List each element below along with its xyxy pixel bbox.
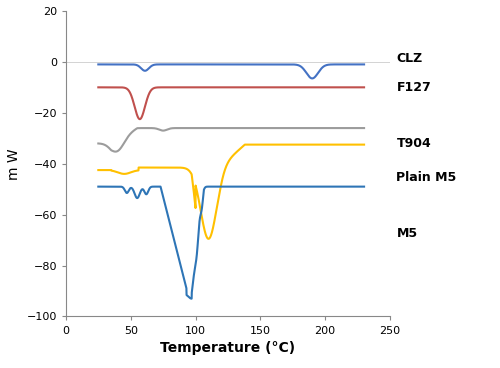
Text: Plain M5: Plain M5 bbox=[396, 171, 456, 184]
X-axis label: Temperature (°C): Temperature (°C) bbox=[160, 341, 296, 355]
Text: T904: T904 bbox=[396, 137, 431, 151]
Text: M5: M5 bbox=[396, 227, 417, 240]
Text: F127: F127 bbox=[396, 81, 431, 94]
Y-axis label: m W: m W bbox=[7, 148, 21, 180]
Text: CLZ: CLZ bbox=[396, 52, 422, 65]
